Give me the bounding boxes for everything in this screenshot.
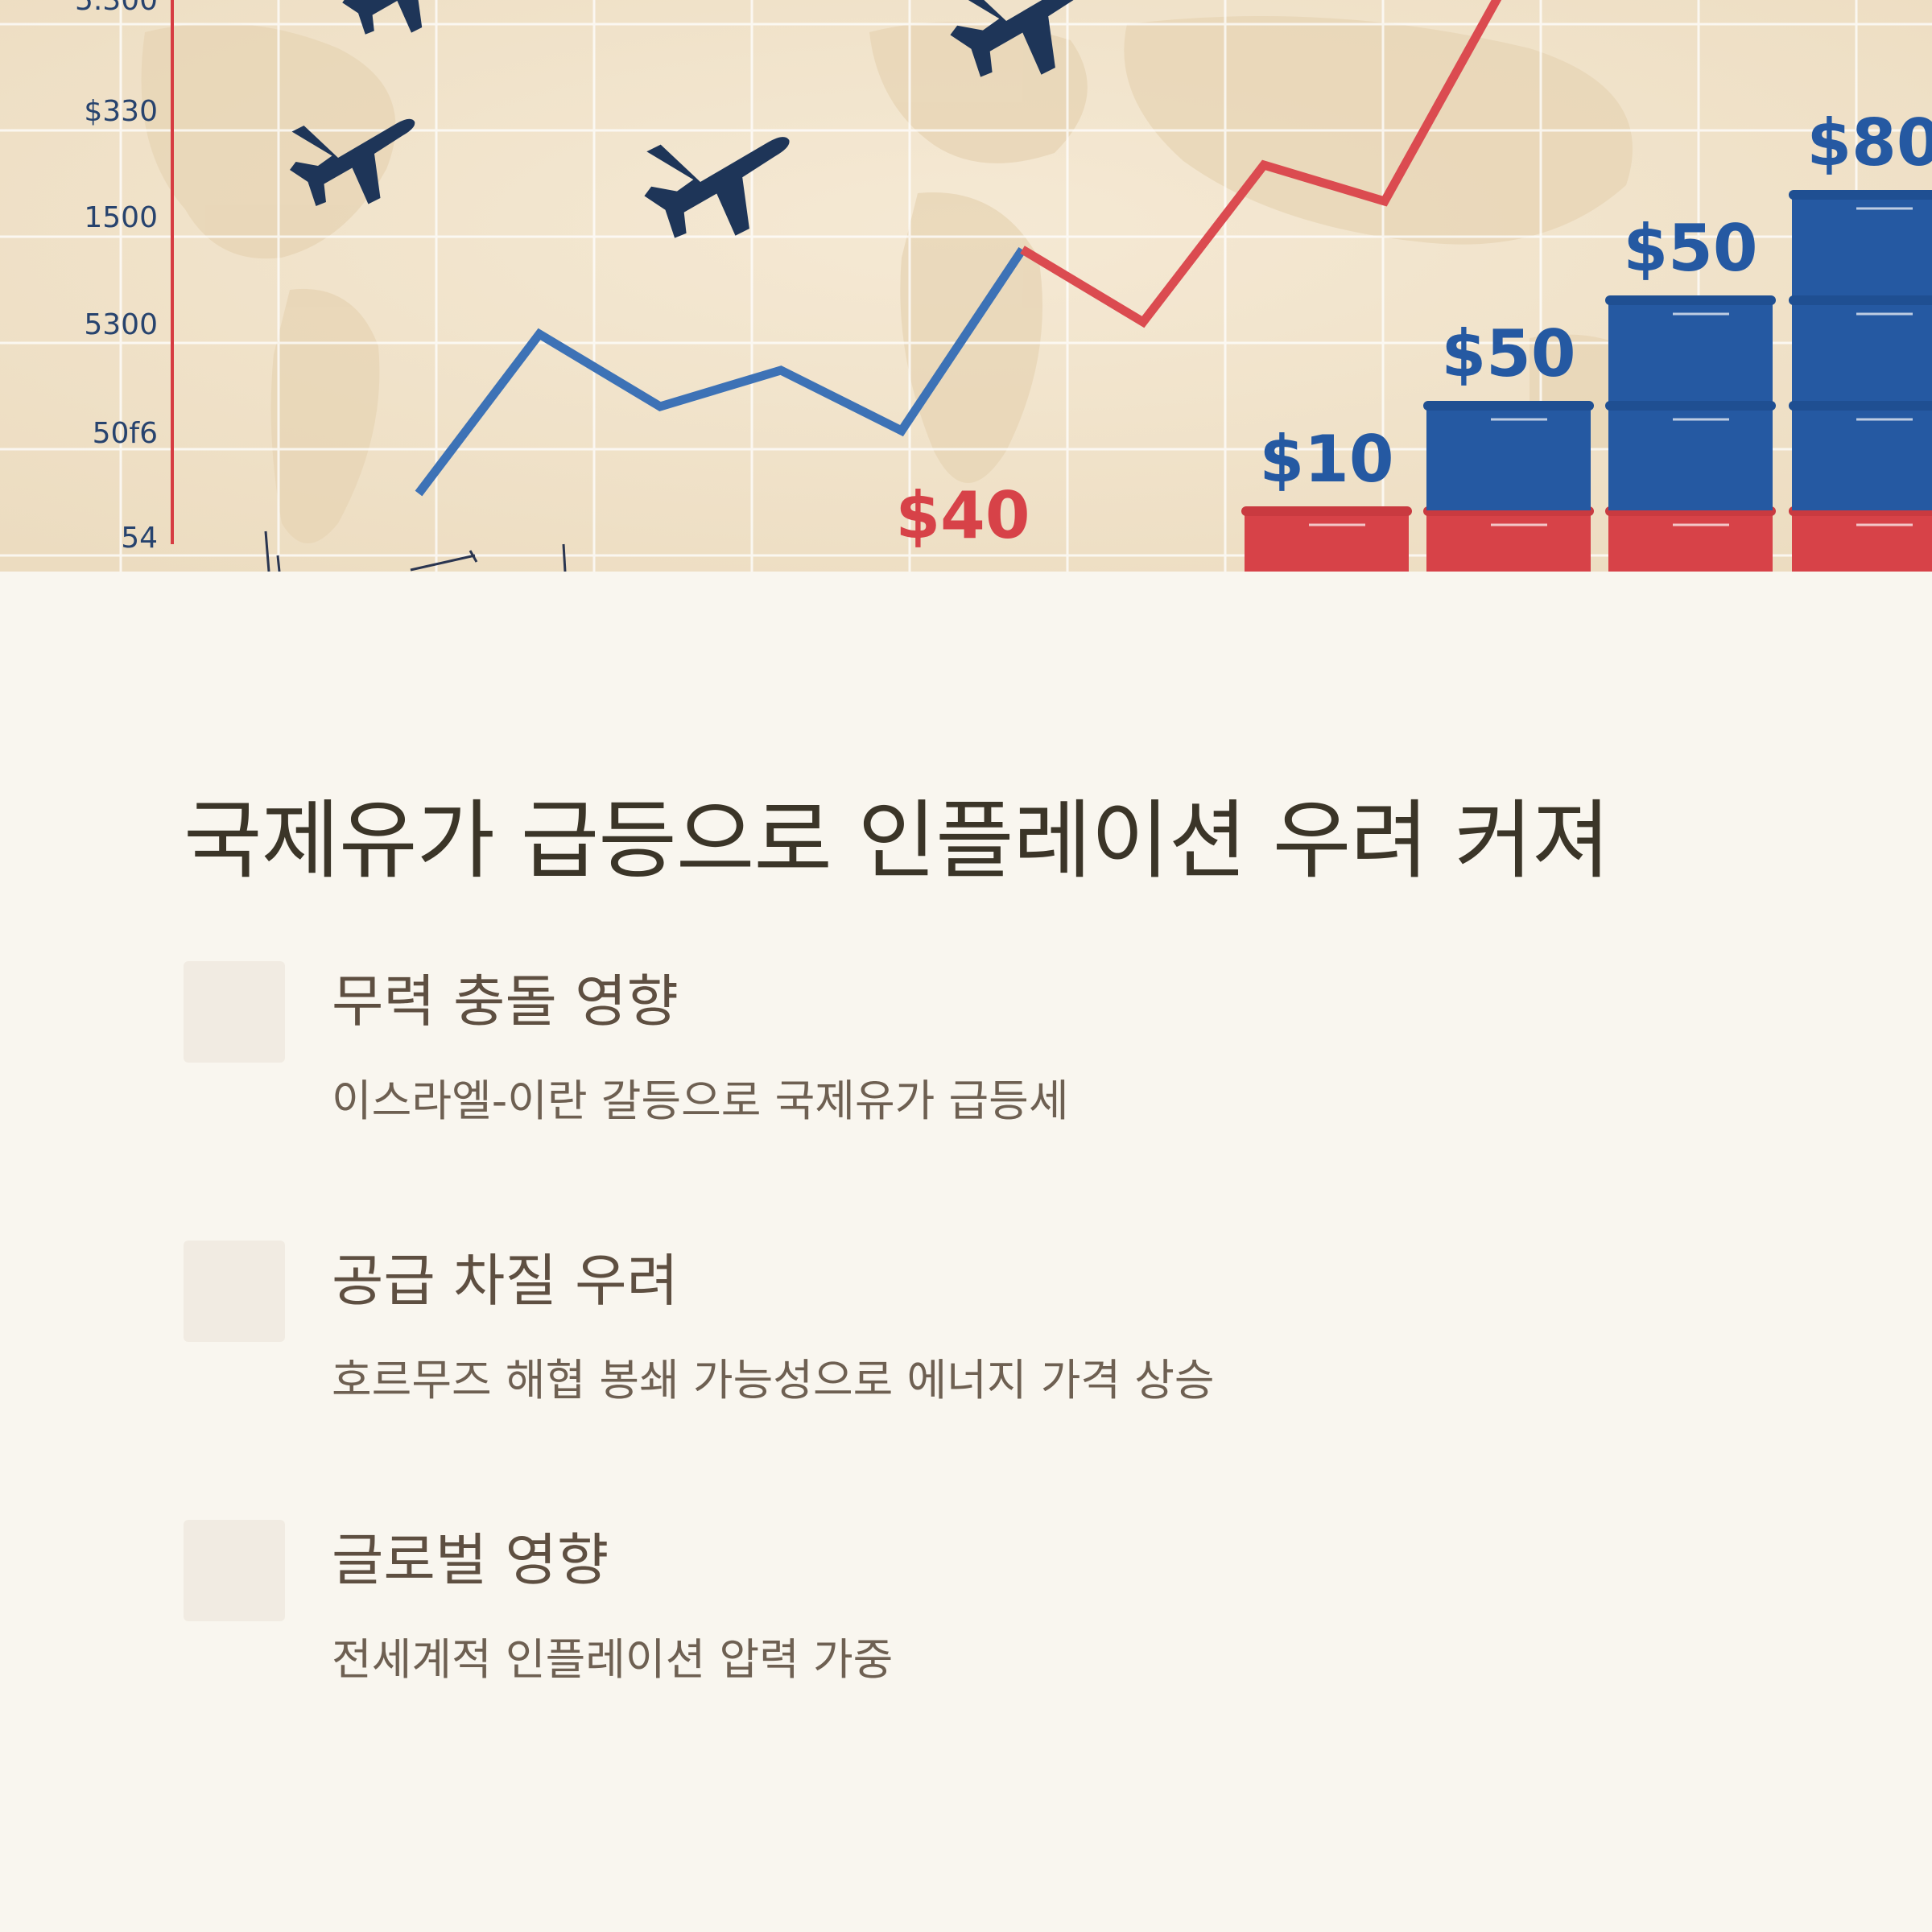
bar-value-label: $10	[1260, 422, 1394, 497]
trend-line-segment	[415, 246, 1026, 497]
barrel-ring	[1789, 401, 1932, 411]
bar-segment	[1792, 510, 1932, 572]
y-tick-label: 50f6	[93, 417, 158, 450]
oil-price-chart-image: 5.300 $330 1500 5300 50f6 54 $40 $10 $50 $50 $80	[0, 0, 1932, 572]
axis-scribbles	[264, 530, 567, 572]
item-title: 공급 차질 우려	[332, 1248, 679, 1314]
bar-segment	[1608, 510, 1773, 572]
bar-segment	[1426, 405, 1591, 510]
barrel-ring	[1605, 295, 1776, 305]
item-title: 무력 충돌 영향	[332, 968, 679, 1034]
bar-value-label: $80	[1807, 105, 1932, 180]
bar-segment	[1245, 510, 1409, 572]
trend-line	[415, 0, 1502, 497]
oil-price-chart: 5.300 $330 1500 5300 50f6 54 $40 $10 $50 $50 $80	[0, 0, 1932, 572]
square-placeholder-icon	[184, 1520, 285, 1621]
barrel-ring	[1605, 401, 1776, 411]
y-tick-label: 54	[121, 522, 158, 555]
barrel-ring	[1423, 401, 1594, 411]
bar-segment	[1426, 510, 1591, 572]
y-tick-label: 1500	[84, 201, 158, 234]
barrel-ring	[1241, 506, 1412, 516]
list-item: 무력 충돌 영향 이스라엘-이란 갈등으로 국제유가 급등세	[184, 961, 1761, 1170]
item-description: 호르무즈 해협 봉쇄 가능성으로 에너지 가격 상승	[332, 1355, 1215, 1406]
page-title: 국제유가 급등으로 인플레이션 우려 커져	[184, 791, 1611, 890]
bar-segment	[1792, 194, 1932, 510]
item-title: 글로벌 영향	[332, 1527, 609, 1593]
item-description: 전세계적 인플레이션 압력 가중	[332, 1634, 894, 1685]
barrel-ring	[1789, 295, 1932, 305]
list-item: 글로벌 영향 전세계적 인플레이션 압력 가중	[184, 1520, 1761, 1729]
trend-line-segment	[1020, 0, 1502, 328]
bar-value-label: $50	[1624, 211, 1758, 286]
y-axis-ticks: 5.300 $330 1500 5300 50f6 54	[75, 0, 158, 555]
bar-value-labels: $40 $10 $50 $50 $80	[896, 105, 1932, 553]
item-description: 이스라엘-이란 갈등으로 국제유가 급등세	[332, 1075, 1069, 1126]
y-tick-label: 5.300	[75, 0, 158, 17]
bar-series	[1241, 190, 1932, 572]
barrel-ring	[1789, 190, 1932, 200]
bar-value-label: $40	[896, 478, 1030, 553]
bar-value-label: $50	[1442, 316, 1576, 391]
square-placeholder-icon	[184, 1241, 285, 1342]
y-tick-label: $330	[84, 95, 158, 128]
main-content: 국제유가 급등으로 인플레이션 우려 커져 무력 충돌 영향 이스라엘-이란 갈…	[184, 789, 1761, 1685]
list-item: 공급 차질 우려 호르무즈 해협 봉쇄 가능성으로 에너지 가격 상승	[184, 1241, 1761, 1450]
y-tick-label: 5300	[84, 308, 158, 341]
square-placeholder-icon	[184, 961, 285, 1063]
